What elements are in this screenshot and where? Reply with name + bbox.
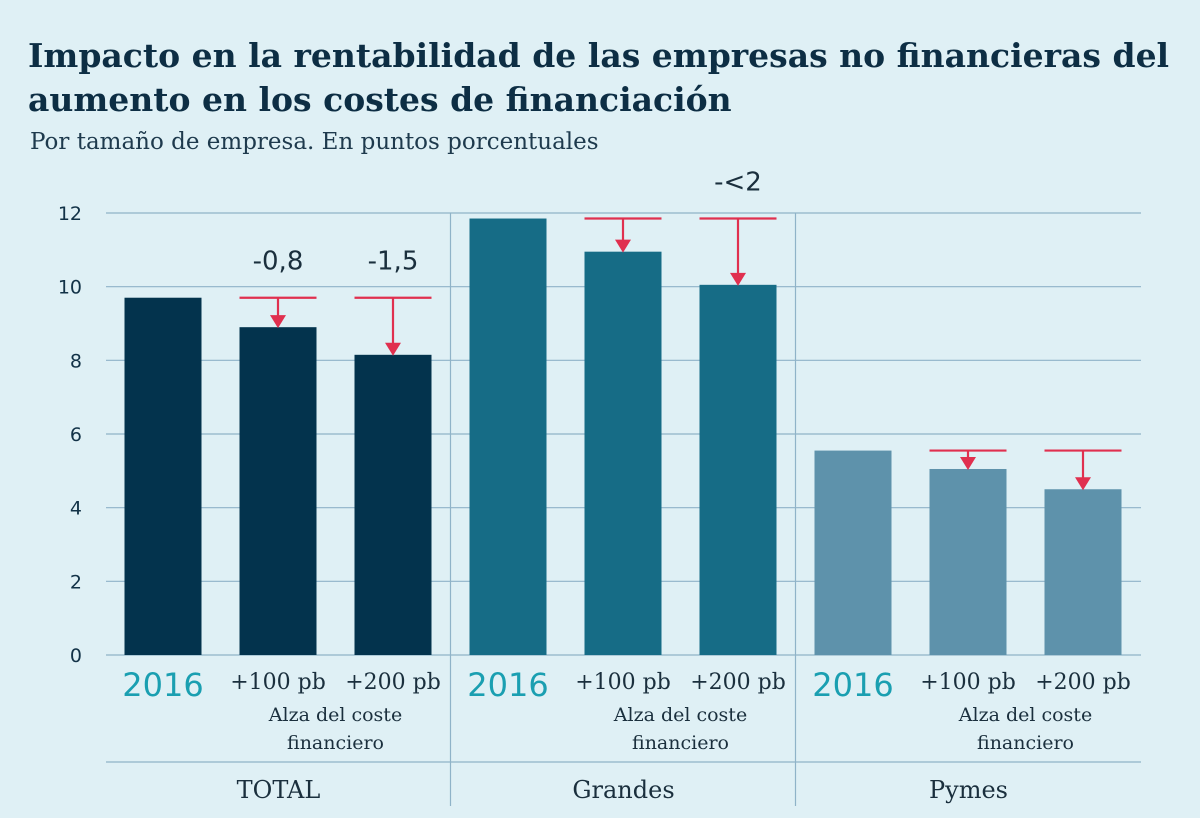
y-tick-label: 8 (70, 350, 82, 372)
bar (814, 450, 892, 655)
annotation: financiero (632, 732, 729, 754)
data-label: -0,8 (253, 247, 304, 277)
y-tick-label: 0 (70, 645, 82, 667)
y-tick-label: 10 (58, 277, 82, 299)
x-tick-label-year: 2016 (812, 666, 893, 704)
y-tick-label: 12 (58, 203, 82, 225)
group-label: Pymes (929, 776, 1008, 804)
bar (239, 327, 317, 655)
bar (699, 284, 777, 655)
annotation: financiero (287, 732, 384, 754)
bar (1044, 489, 1122, 655)
bar (469, 218, 547, 655)
drop-arrow-head (1075, 477, 1091, 491)
bar (124, 297, 202, 655)
y-tick-label: 4 (70, 498, 82, 520)
y-tick-label: 2 (70, 571, 82, 593)
annotation: Alza del coste (613, 704, 747, 726)
drop-arrow-head (960, 456, 976, 470)
data-label: -<2 (714, 168, 762, 198)
bar (584, 251, 662, 656)
x-tick-label: +200 pb (1035, 670, 1131, 695)
group-label: Grandes (572, 776, 674, 804)
chart-subtitle: Por tamaño de empresa. En puntos porcent… (30, 129, 599, 155)
drop-arrow-head (270, 315, 286, 329)
annotation: Alza del coste (958, 704, 1092, 726)
annotation: financiero (977, 732, 1074, 754)
bar (929, 468, 1007, 655)
x-tick-label-year: 2016 (467, 666, 548, 704)
annotation: Alza del coste (268, 704, 402, 726)
chart-title: Impacto en la rentabilidad de las empres… (28, 36, 1170, 119)
group-label: TOTAL (237, 776, 321, 804)
drop-arrow-head (615, 239, 631, 253)
drop-arrow-head (385, 342, 401, 356)
x-tick-label: +200 pb (690, 670, 786, 695)
drop-arrow-head (730, 272, 746, 286)
x-tick-label: +100 pb (920, 670, 1016, 695)
y-tick-label: 6 (70, 424, 82, 446)
data-label: -1,5 (368, 247, 419, 277)
x-tick-label: +200 pb (345, 670, 441, 695)
x-tick-label: +100 pb (230, 670, 326, 695)
x-tick-label-year: 2016 (122, 666, 203, 704)
x-tick-label: +100 pb (575, 670, 671, 695)
bar (354, 354, 432, 655)
